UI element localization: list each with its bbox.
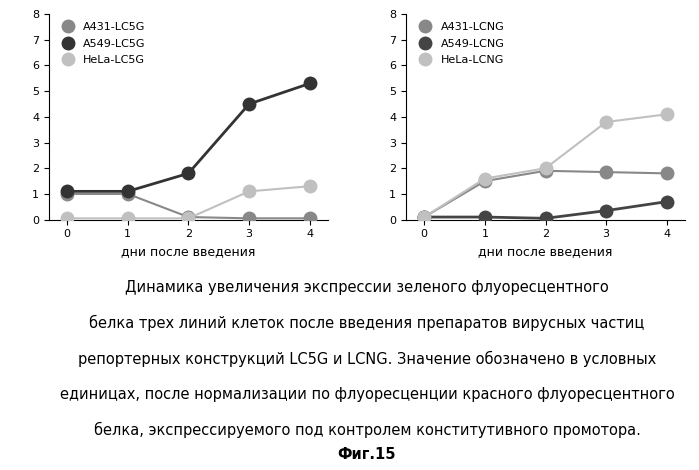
Text: Динамика увеличения экспрессии зеленого флуоресцентного: Динамика увеличения экспрессии зеленого …	[125, 280, 609, 295]
X-axis label: дни после введения: дни после введения	[478, 245, 613, 258]
Text: белка трех линий клеток после введения препаратов вирусных частиц: белка трех линий клеток после введения п…	[89, 315, 644, 331]
Text: репортерных конструкций LC5G и LCNG. Значение обозначено в условных: репортерных конструкций LC5G и LCNG. Зна…	[78, 351, 656, 367]
Legend: A431-LCNG, A549-LCNG, HeLa-LCNG: A431-LCNG, A549-LCNG, HeLa-LCNG	[412, 20, 507, 67]
X-axis label: дни после введения: дни после введения	[121, 245, 256, 258]
Text: единицах, после нормализации по флуоресценции красного флуоресцентного: единицах, после нормализации по флуоресц…	[59, 387, 675, 402]
Legend: A431-LC5G, A549-LC5G, HeLa-LC5G: A431-LC5G, A549-LC5G, HeLa-LC5G	[55, 20, 148, 67]
Text: белка, экспрессируемого под контролем конститутивного промотора.: белка, экспрессируемого под контролем ко…	[94, 422, 640, 438]
Text: Фиг.15: Фиг.15	[338, 446, 396, 462]
